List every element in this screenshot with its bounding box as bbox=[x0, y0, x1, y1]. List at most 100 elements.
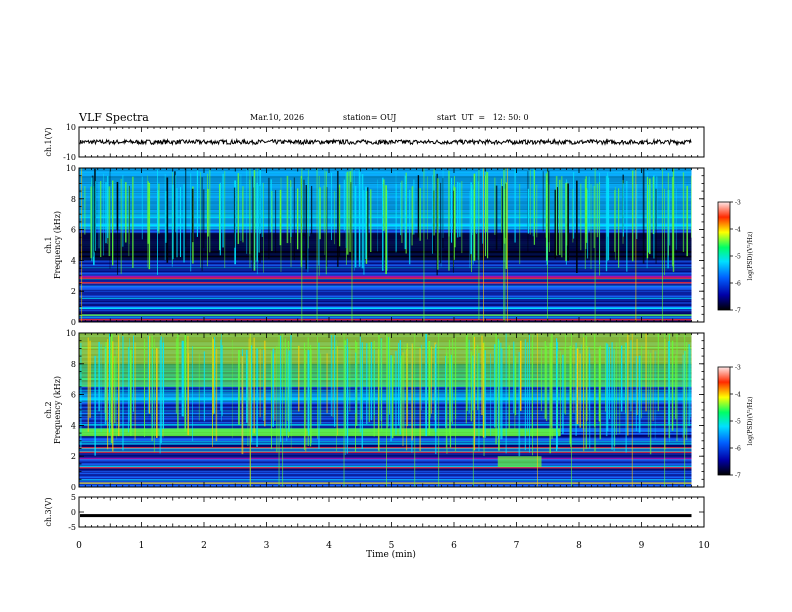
sferic-streak bbox=[272, 348, 274, 427]
sferic-streak bbox=[564, 346, 565, 414]
sferic-streak bbox=[152, 348, 153, 428]
no-data-region bbox=[691, 333, 704, 487]
persistent-line bbox=[79, 251, 692, 253]
x-tick-label: 6 bbox=[451, 541, 457, 551]
sferic-streak bbox=[259, 349, 261, 418]
sferic-streak bbox=[561, 176, 563, 258]
sferic-streak bbox=[427, 176, 428, 240]
ch2-colorbar bbox=[717, 366, 731, 476]
sferic-streak bbox=[224, 170, 226, 268]
sferic-streak bbox=[349, 171, 352, 252]
colorbar-tick-label: -4 bbox=[735, 227, 741, 234]
sferic-streak bbox=[344, 344, 346, 456]
sferic-streak bbox=[84, 186, 86, 235]
sferic-streak bbox=[272, 353, 274, 418]
sferic-streak bbox=[655, 188, 657, 264]
sferic-streak bbox=[675, 188, 677, 250]
sferic-streak bbox=[259, 170, 261, 234]
sferic-streak bbox=[203, 351, 205, 422]
spectral-line bbox=[79, 289, 692, 291]
sferic-streak bbox=[297, 188, 299, 250]
sferic-streak bbox=[191, 188, 194, 243]
sferic-streak bbox=[452, 190, 454, 273]
sferic-streak bbox=[275, 190, 277, 253]
sferic-streak bbox=[482, 168, 484, 244]
sferic-streak bbox=[346, 338, 348, 454]
sferic-streak bbox=[434, 347, 437, 432]
waveform-axis-label: ch.3(V) bbox=[44, 497, 53, 526]
sferic-streak bbox=[501, 178, 503, 233]
sferic-streak bbox=[433, 169, 435, 236]
sferic-streak bbox=[290, 342, 292, 450]
sferic-streak bbox=[420, 344, 422, 411]
y-tick-label: 10 bbox=[66, 329, 76, 338]
header-title: VLF Spectra bbox=[79, 111, 149, 124]
spectral-line bbox=[79, 450, 692, 452]
sferic-streak bbox=[187, 335, 189, 435]
sferic-streak bbox=[564, 334, 567, 415]
sferic-streak bbox=[174, 171, 176, 258]
sferic-streak bbox=[338, 184, 341, 247]
sferic-streak bbox=[368, 342, 370, 423]
sferic-streak bbox=[332, 350, 334, 418]
spectral-line bbox=[79, 264, 692, 266]
sferic-streak bbox=[398, 343, 399, 426]
spectral-line bbox=[79, 412, 692, 414]
colorbar-tick-label: -6 bbox=[735, 446, 741, 453]
sferic-streak bbox=[468, 339, 470, 414]
spectral-line bbox=[79, 470, 692, 471]
sferic-streak bbox=[330, 334, 333, 417]
x-tick-label: 4 bbox=[326, 541, 332, 551]
waveform-axis-label: ch.1(V) bbox=[44, 127, 53, 156]
spectral-line bbox=[79, 446, 692, 448]
sferic-streak bbox=[298, 345, 300, 412]
sferic-streak bbox=[605, 342, 608, 437]
y-tick-label: 2 bbox=[71, 287, 76, 296]
sferic-streak bbox=[100, 181, 102, 258]
sferic-streak bbox=[453, 188, 456, 235]
sferic-streak bbox=[408, 189, 411, 265]
sferic-streak bbox=[554, 189, 556, 259]
sferic-streak bbox=[428, 340, 431, 436]
spectral-line bbox=[79, 444, 692, 447]
sferic-streak bbox=[191, 346, 193, 442]
sferic-streak bbox=[545, 173, 548, 238]
sferic-streak bbox=[286, 175, 289, 244]
sferic-streak bbox=[668, 341, 670, 426]
impulse-spike bbox=[504, 168, 506, 322]
sferic-streak bbox=[557, 351, 558, 433]
sferic-streak bbox=[514, 355, 517, 416]
sferic-streak bbox=[536, 184, 538, 238]
spectral-line bbox=[79, 416, 692, 418]
sferic-streak bbox=[437, 178, 439, 270]
sferic-streak bbox=[363, 190, 365, 275]
spectral-line bbox=[79, 455, 692, 457]
y-tick-label: 10 bbox=[66, 123, 76, 132]
sferic-streak bbox=[144, 342, 145, 432]
sferic-streak bbox=[533, 169, 535, 245]
sferic-streak bbox=[485, 171, 487, 232]
sferic-streak bbox=[359, 190, 360, 263]
sferic-streak bbox=[153, 338, 155, 453]
colorbar-tick-label: -7 bbox=[735, 473, 741, 480]
impulse-spike bbox=[316, 168, 318, 322]
impulse-spike bbox=[351, 168, 353, 322]
y-tick-label: 0 bbox=[71, 318, 76, 327]
sferic-streak bbox=[386, 336, 388, 429]
impulse-spike bbox=[249, 333, 251, 487]
sferic-streak bbox=[494, 177, 496, 235]
sferic-streak bbox=[686, 185, 688, 257]
sferic-streak bbox=[449, 354, 452, 448]
sferic-streak bbox=[103, 173, 104, 256]
sferic-streak bbox=[219, 182, 221, 256]
sferic-streak bbox=[212, 336, 213, 448]
sferic-streak bbox=[495, 333, 497, 445]
sferic-streak bbox=[576, 348, 579, 425]
spectral-line bbox=[79, 301, 692, 303]
impulse-spike bbox=[343, 333, 345, 487]
sferic-streak bbox=[305, 350, 306, 425]
spectral-line bbox=[79, 279, 692, 281]
sferic-streak bbox=[540, 348, 542, 411]
sferic-streak bbox=[445, 346, 447, 448]
sferic-streak bbox=[122, 175, 124, 247]
